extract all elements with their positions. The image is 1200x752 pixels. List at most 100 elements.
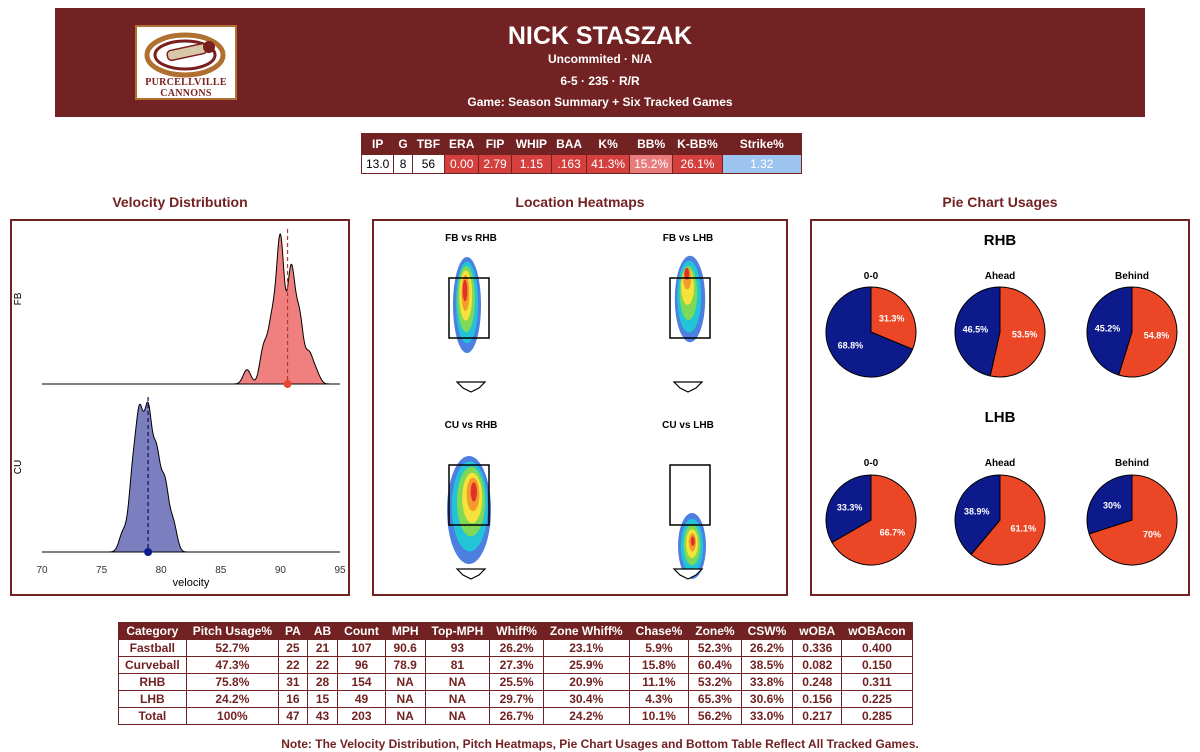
table-cell: 43 <box>306 707 339 725</box>
table-row: Total 100% 47 43 203 NA NA 26.7% 24.2% 10.1% 56.2%… <box>118 707 913 725</box>
player-name: NICK STASZAK <box>507 22 693 50</box>
heatmap-chart: FB vs RHB FB vs LHB CU vs RHB CU vs LHB <box>445 233 714 580</box>
home-plate-icon <box>455 381 487 393</box>
table-cell: 26.2% <box>489 639 544 657</box>
table-cell: Fastball <box>118 639 187 657</box>
table-cell: 20.9% <box>542 673 630 691</box>
table-cell: 81 <box>424 656 491 674</box>
pie-slice-curveball <box>825 474 872 544</box>
pie-label-fastball: 66.7% <box>880 527 906 537</box>
table-cell: NA <box>384 707 426 725</box>
stat-value-whip: 1.15 <box>510 154 553 174</box>
pie-count-label: Ahead <box>985 458 1016 469</box>
heatmap-label: CU vs LHB <box>662 420 714 431</box>
table-cell: 27.3% <box>489 656 544 674</box>
table-cell: 56.2% <box>688 707 742 725</box>
table-cell: Curveball <box>118 656 187 674</box>
velocity-panel: FB CU 70 75 80 85 90 95 velocity <box>10 219 350 596</box>
table-header-category: Category <box>118 622 187 640</box>
table-header-csw-: CSW% <box>740 622 794 640</box>
table-cell: 23.1% <box>542 639 630 657</box>
stat-header-baa: BAA <box>551 133 588 155</box>
table-cell: 49 <box>337 690 386 708</box>
table-cell: 22 <box>278 656 308 674</box>
velocity-density-cu <box>42 401 340 553</box>
pie-count-label: 0-0 <box>864 271 879 282</box>
heatmap-cu-vs-rhb: CU vs RHB <box>445 420 498 580</box>
pie-slice-fastball <box>970 474 1046 566</box>
table-cell: 52.7% <box>185 639 280 657</box>
table-cell: 11.1% <box>628 673 690 691</box>
table-cell: NA <box>384 673 426 691</box>
table-cell: 21 <box>306 639 339 657</box>
velocity-tick-label: 70 <box>36 565 48 576</box>
heatmap-label: CU vs RHB <box>445 420 498 431</box>
table-cell: 30.4% <box>542 690 630 708</box>
stat-line-table: IP G TBF ERA FIP WHIP BAA K% BB% K-BB% Strike% 13.… <box>360 133 802 174</box>
pie-label-fastball: 61.1% <box>1010 523 1036 533</box>
table-cell: 0.225 <box>841 690 913 708</box>
stat-header-era: ERA <box>444 133 480 155</box>
pie-slice-fastball <box>831 474 917 566</box>
pie-slice-curveball <box>954 286 1001 377</box>
table-cell: 78.9 <box>384 656 426 674</box>
strike-zone <box>669 277 711 339</box>
table-header-mph: MPH <box>384 622 426 640</box>
pie-label-fastball: 54.8% <box>1144 331 1170 341</box>
heatmap-label: FB vs RHB <box>445 233 497 244</box>
table-cell: 154 <box>337 673 386 691</box>
velocity-mean-dot-fb <box>283 380 292 388</box>
pie-count-label: Ahead <box>985 271 1016 282</box>
pie-count-label: Behind <box>1115 271 1149 282</box>
table-cell: 26.7% <box>489 707 544 725</box>
table-cell: 25.9% <box>542 656 630 674</box>
pie-label-curveball: 68.8% <box>838 341 864 351</box>
table-cell: 30.6% <box>740 690 794 708</box>
pie-slice-curveball <box>1086 474 1133 535</box>
table-cell: 100% <box>185 707 280 725</box>
pie-slice-fastball <box>870 286 917 350</box>
stat-header-whip: WHIP <box>510 133 553 155</box>
pie-label-fastball: 31.3% <box>879 313 905 323</box>
heatmap-panel: FB vs RHB FB vs LHB CU vs RHB CU vs LHB <box>372 219 788 596</box>
table-cell: 0.336 <box>792 639 843 657</box>
table-cell: 75.8% <box>185 673 280 691</box>
velocity-series-label: FB <box>13 292 24 305</box>
stat-header-g: G <box>393 133 413 155</box>
stat-header-k-: K% <box>586 133 631 155</box>
pie-label-fastball: 70% <box>1143 530 1161 540</box>
heatmaps-title: Location Heatmaps <box>515 194 645 210</box>
pie-label-curveball: 38.9% <box>964 507 990 517</box>
heatmap-contour <box>470 482 477 502</box>
table-cell: 53.2% <box>688 673 742 691</box>
pie-label-curveball: 45.2% <box>1095 323 1121 333</box>
table-cell: 0.400 <box>841 639 913 657</box>
stat-value-strike-: 1.32 <box>721 154 802 174</box>
velocity-title: Velocity Distribution <box>112 194 248 210</box>
velocity-tick-label: 85 <box>215 565 227 576</box>
table-cell: 15.8% <box>628 656 690 674</box>
pie-count-label: Behind <box>1115 458 1149 469</box>
table-cell: 33.8% <box>740 673 794 691</box>
table-cell: 29.7% <box>489 690 544 708</box>
pie-label-curveball: 30% <box>1103 500 1121 510</box>
pie-label-curveball: 46.5% <box>963 324 989 334</box>
stat-value-g: 8 <box>393 154 413 174</box>
table-cell: 203 <box>337 707 386 725</box>
stat-value-bb-: 15.2% <box>629 154 674 174</box>
stat-value-k-bb-: 26.1% <box>672 154 723 174</box>
player-bio: 6-5 · 235 · R/R <box>560 74 640 88</box>
stat-value-tbf: 56 <box>411 154 446 174</box>
table-cell: NA <box>384 690 426 708</box>
table-cell: 0.248 <box>792 673 843 691</box>
pies-title: Pie Chart Usages <box>942 194 1058 210</box>
table-cell: 60.4% <box>688 656 742 674</box>
pie-slice-fastball <box>1088 474 1178 566</box>
strike-zone <box>669 464 711 526</box>
table-cell: 10.1% <box>628 707 690 725</box>
home-plate-icon <box>672 568 704 580</box>
table-cell: 5.9% <box>628 639 690 657</box>
velocity-tick-label: 95 <box>334 565 346 576</box>
stat-value-era: 0.00 <box>444 154 480 174</box>
table-cell: 93 <box>424 639 491 657</box>
